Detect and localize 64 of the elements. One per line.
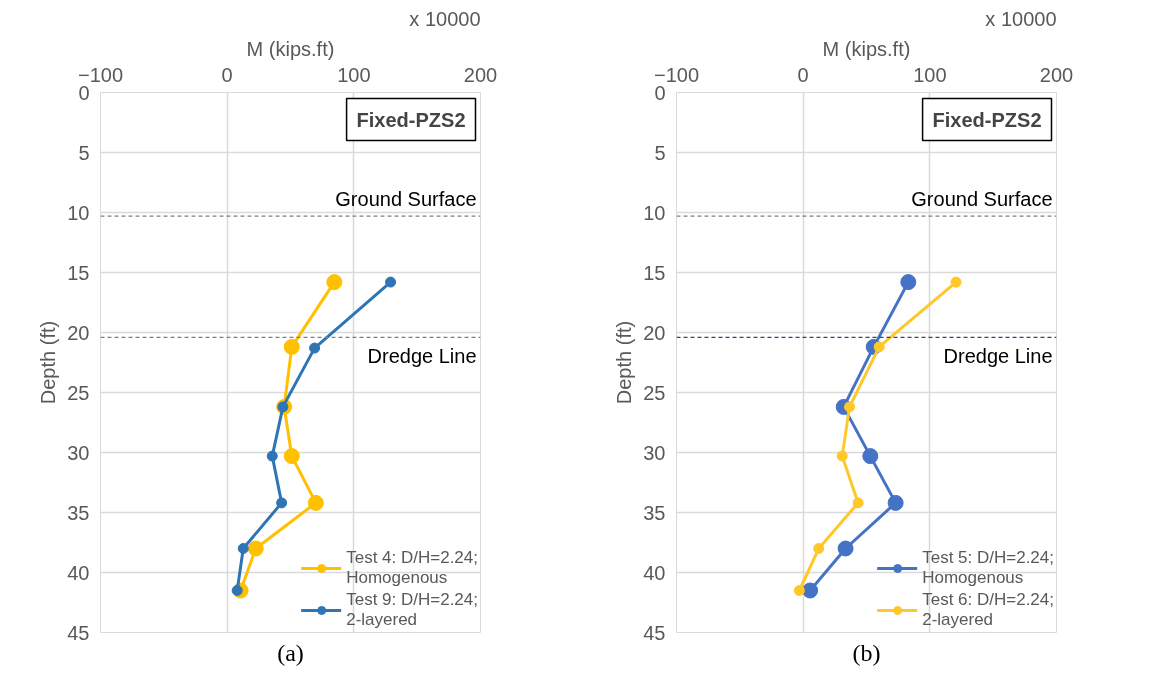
y-tick-label: 15 (643, 261, 666, 284)
point (283, 338, 300, 355)
point (793, 585, 805, 596)
point (887, 494, 904, 511)
x-axis-title: M (kips.ft) (246, 37, 335, 60)
point (283, 448, 300, 465)
annotation: Fixed-PZS2 (356, 108, 466, 131)
y-axis-title: Depth (ft) (37, 320, 60, 405)
x-tick-label: 0 (221, 63, 233, 86)
ref-line-label: Ground Surface (911, 188, 1053, 211)
legend-label: Test 6: D/H=2.24; 2-layered (922, 590, 1054, 630)
ref-line-label: Dredge Line (367, 345, 477, 368)
point (266, 450, 278, 462)
point (836, 450, 848, 462)
y-tick-label: 5 (78, 141, 90, 164)
x-tick-label: 200 (463, 63, 498, 86)
point (247, 540, 264, 557)
point (844, 401, 856, 413)
point (385, 276, 397, 288)
point (950, 276, 962, 288)
point (862, 448, 879, 465)
y-tick-label: 35 (67, 501, 90, 524)
x-tick-label: 0 (797, 63, 809, 86)
y-tick-label: 25 (643, 381, 666, 404)
point (307, 494, 324, 511)
y-tick-label: 25 (67, 381, 90, 404)
y-tick-label: 5 (654, 141, 666, 164)
x-tick-label: 200 (1039, 63, 1074, 86)
y-tick-label: 10 (643, 201, 666, 224)
ref-line-label: Ground Surface (335, 188, 477, 211)
text: x 10000 (985, 7, 1057, 30)
text: x 10000 (409, 7, 481, 30)
y-tick-label: 20 (643, 321, 666, 344)
y-tick-label: 15 (67, 261, 90, 284)
x-tick-label: 100 (337, 63, 371, 86)
y-axis-title: Depth (ft) (613, 320, 636, 405)
legend-label: Test 5: D/H=2.24; Homogenous (922, 548, 1054, 588)
y-tick-label: 10 (67, 201, 90, 224)
y-tick-label: 30 (67, 441, 90, 464)
point (900, 274, 917, 291)
y-tick-label: 35 (643, 501, 666, 524)
y-tick-label: 20 (67, 321, 90, 344)
y-tick-label: 45 (643, 621, 666, 644)
point (802, 582, 819, 599)
point (813, 543, 825, 554)
y-tick-label: 45 (67, 621, 90, 644)
point (237, 543, 249, 554)
point (276, 497, 288, 509)
annotation: Fixed-PZS2 (932, 108, 1042, 131)
legend-label: Test 9: D/H=2.24; 2-layered (346, 590, 478, 630)
y-tick-label: 40 (67, 561, 90, 584)
y-tick-label: 30 (643, 441, 666, 464)
point (309, 342, 321, 354)
x-tick-label: 100 (913, 63, 947, 86)
point (837, 540, 854, 557)
point (852, 497, 864, 509)
y-tick-label: 40 (643, 561, 666, 584)
point (326, 274, 343, 291)
legend-label: Test 4: D/H=2.24; Homogenous (346, 548, 478, 588)
text: (a) (277, 639, 304, 666)
point (873, 341, 885, 353)
text: (b) (852, 639, 881, 666)
x-axis-title: M (kips.ft) (822, 37, 911, 60)
ref-line-label: Dredge Line (943, 345, 1053, 368)
